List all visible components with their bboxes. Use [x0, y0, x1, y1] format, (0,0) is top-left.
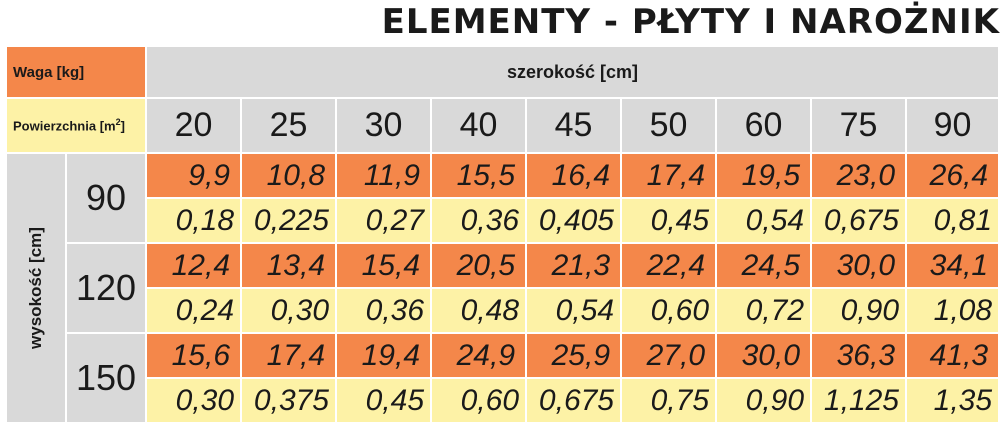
area-cell: 0,375: [240, 377, 337, 424]
area-cell: 0,90: [715, 377, 812, 424]
weight-cell: 36,3: [810, 332, 907, 379]
area-cell: 0,90: [810, 287, 907, 334]
area-cell: 0,27: [335, 197, 432, 244]
width-header: 90: [904, 97, 1000, 154]
weight-cell: 19,5: [715, 152, 812, 199]
area-cell: 1,08: [904, 287, 1000, 334]
width-header: 40: [430, 97, 527, 154]
area-cell: 0,225: [240, 197, 337, 244]
weight-cell: 13,4: [240, 242, 337, 289]
height-header: 90: [65, 152, 147, 244]
wysokosc-label: wysokość [cm]: [5, 152, 67, 424]
weight-cell: 24,5: [715, 242, 812, 289]
area-cell: 1,125: [810, 377, 907, 424]
weight-cell: 10,8: [240, 152, 337, 199]
area-cell: 0,36: [430, 197, 527, 244]
area-row: 0,30 0,375 0,45 0,60 0,675 0,75 0,90 1,125 1,35: [6, 377, 1000, 424]
width-header: 75: [810, 97, 907, 154]
area-cell: 0,675: [810, 197, 907, 244]
width-header: 25: [240, 97, 337, 154]
dimensions-table: Waga [kg] szerokość [cm] Powierzchnia [m…: [5, 45, 1000, 424]
area-row: 0,24 0,30 0,36 0,48 0,54 0,60 0,72 0,90 1,08: [6, 287, 1000, 334]
width-header: 60: [715, 97, 812, 154]
area-cell: 0,45: [335, 377, 432, 424]
area-cell: 0,72: [715, 287, 812, 334]
weight-cell: 19,4: [335, 332, 432, 379]
area-cell: 0,54: [525, 287, 622, 334]
weight-cell: 9,9: [145, 152, 242, 199]
area-cell: 1,35: [904, 377, 1000, 424]
weight-cell: 30,0: [810, 242, 907, 289]
width-header: 30: [335, 97, 432, 154]
height-header: 120: [65, 242, 147, 334]
weight-cell: 25,9: [525, 332, 622, 379]
weight-cell: 34,1: [904, 242, 1000, 289]
area-cell: 0,48: [430, 287, 527, 334]
weight-cell: 12,4: [145, 242, 242, 289]
weight-cell: 16,4: [525, 152, 622, 199]
width-header: 45: [525, 97, 622, 154]
weight-row: wysokość [cm] 90 9,9 10,8 11,9 15,5 16,4 17,4 19…: [5, 152, 1000, 424]
area-cell: 0,30: [145, 377, 242, 424]
weight-cell: 27,0: [620, 332, 717, 379]
area-cell: 0,60: [620, 287, 717, 334]
weight-cell: 23,0: [810, 152, 907, 199]
area-cell: 0,405: [525, 197, 622, 244]
area-cell: 0,54: [715, 197, 812, 244]
area-cell: 0,24: [145, 287, 242, 334]
wysokosc-label-text: wysokość [cm]: [26, 227, 45, 349]
area-cell: 0,81: [904, 197, 1000, 244]
width-header: 50: [620, 97, 717, 154]
weight-cell: 17,4: [240, 332, 337, 379]
area-cell: 0,36: [335, 287, 432, 334]
weight-cell: 26,4: [904, 152, 1000, 199]
area-row: 0,18 0,225 0,27 0,36 0,405 0,45 0,54 0,675 0,81: [6, 197, 1000, 244]
area-cell: 0,675: [525, 377, 622, 424]
weight-cell: 20,5: [430, 242, 527, 289]
weight-cell: 22,4: [620, 242, 717, 289]
area-cell: 0,30: [240, 287, 337, 334]
weight-cell: 15,5: [430, 152, 527, 199]
weight-cell: 15,4: [335, 242, 432, 289]
weight-cell: 15,6: [145, 332, 242, 379]
area-cell: 0,18: [145, 197, 242, 244]
weight-cell: 41,3: [904, 332, 1000, 379]
weight-row: 150 15,6 17,4 19,4 24,9 25,9 27,0 30,0 36,3 41,3: [6, 332, 1000, 424]
weight-cell: 30,0: [715, 332, 812, 379]
area-cell: 0,60: [430, 377, 527, 424]
szerokosc-label: szerokość [cm]: [144, 45, 1000, 99]
area-cell: 0,75: [620, 377, 717, 424]
weight-cell: 17,4: [620, 152, 717, 199]
weight-cell: 24,9: [430, 332, 527, 379]
page-title: ELEMENTY - PŁYTY I NAROŻNIK: [381, 2, 1000, 42]
weight-row: 120 12,4 13,4 15,4 20,5 21,3 22,4 24,5 30,0 34,1: [6, 242, 1000, 334]
waga-label: Waga [kg]: [5, 45, 147, 99]
weight-cell: 11,9: [335, 152, 432, 199]
powierzchnia-label: Powierzchnia [m2]: [5, 97, 147, 154]
width-header: 20: [145, 97, 242, 154]
area-cell: 0,45: [620, 197, 717, 244]
height-header: 150: [65, 332, 147, 424]
weight-cell: 21,3: [525, 242, 622, 289]
